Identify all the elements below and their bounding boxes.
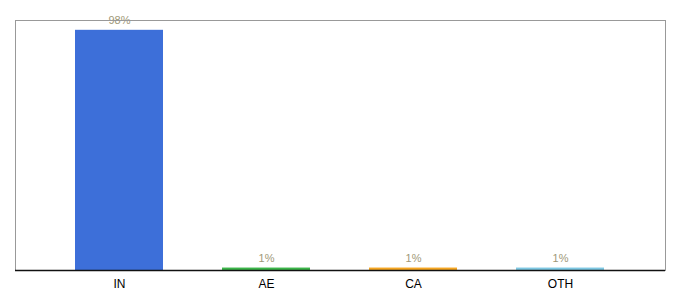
svg-text:IN: IN [114,277,126,291]
svg-text:AE: AE [258,277,274,291]
svg-text:1%: 1% [406,252,422,264]
svg-text:CA: CA [405,277,422,291]
svg-text:98%: 98% [108,14,131,27]
svg-text:OTH: OTH [548,277,573,291]
svg-text:1%: 1% [259,252,275,264]
svg-text:1%: 1% [553,252,569,264]
